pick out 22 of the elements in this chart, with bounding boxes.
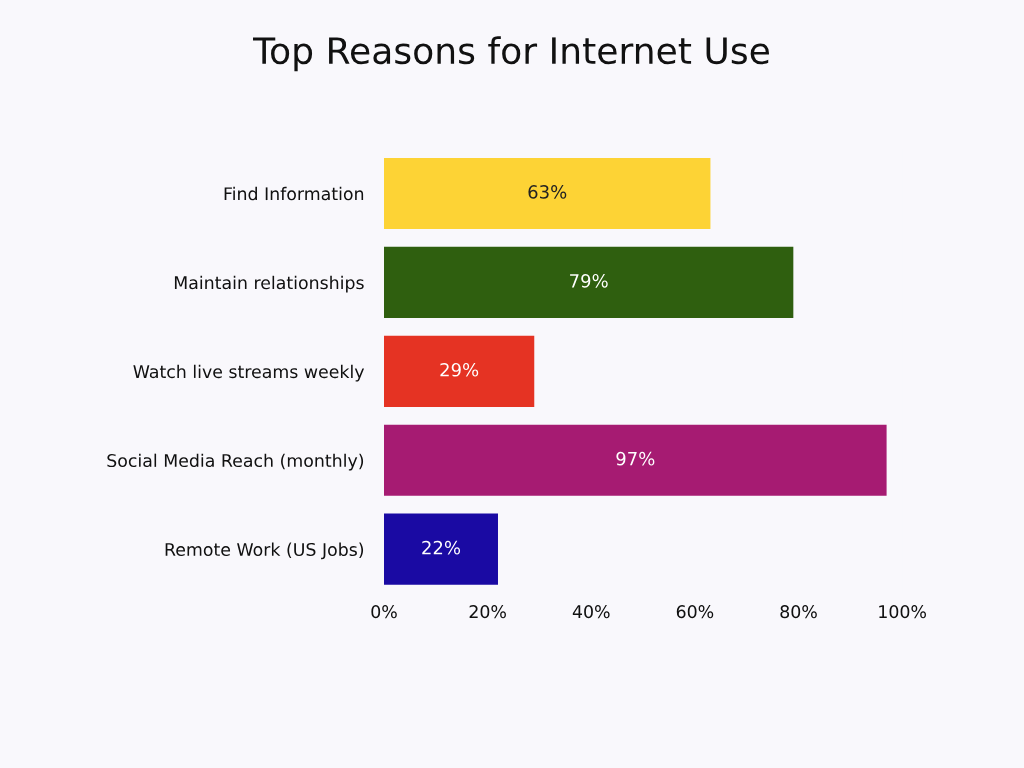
data-label: 29%: [440, 362, 479, 377]
data-label: 79%: [570, 273, 608, 288]
chart-title: Top Reasons for Internet Use: [253, 36, 769, 72]
bar: [384, 157, 711, 230]
x-tick-label: 20%: [469, 605, 506, 619]
y-tick-label: Maintain relationships: [174, 275, 364, 293]
bar: [384, 424, 887, 496]
y-tick-label: Find Information: [224, 186, 364, 201]
x-tick-label: 80%: [780, 605, 817, 619]
data-label: 63%: [528, 185, 567, 199]
x-tick-label: 100%: [879, 605, 926, 619]
bar: [384, 513, 498, 585]
bar: [384, 335, 535, 407]
bar: [384, 246, 794, 318]
x-tick-label: 60%: [676, 605, 714, 619]
data-label: 22%: [422, 540, 461, 555]
y-tick-label: Social Media Reach (monthly): [107, 453, 364, 471]
data-label: 97%: [616, 451, 655, 466]
y-tick-label: Watch live streams weekly: [133, 364, 365, 382]
x-tick-label: 40%: [572, 605, 610, 619]
y-tick-label: Remote Work (US Jobs): [165, 542, 364, 560]
x-tick-label: 0%: [371, 605, 397, 619]
